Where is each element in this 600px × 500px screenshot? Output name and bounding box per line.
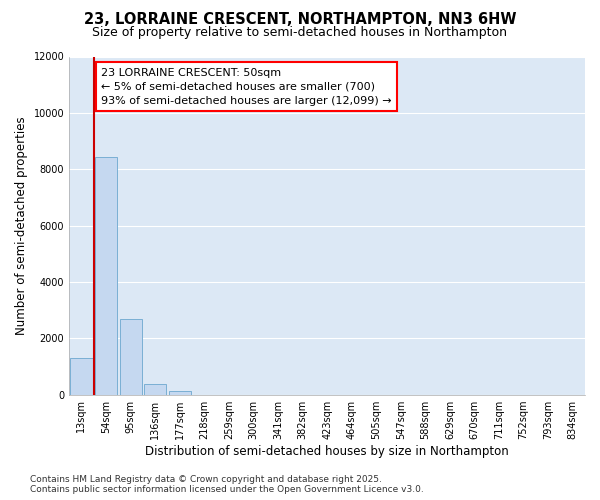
Bar — [169, 391, 191, 394]
Text: Size of property relative to semi-detached houses in Northampton: Size of property relative to semi-detach… — [92, 26, 508, 39]
Bar — [119, 319, 142, 394]
Text: Contains HM Land Registry data © Crown copyright and database right 2025.
Contai: Contains HM Land Registry data © Crown c… — [30, 474, 424, 494]
Text: 23, LORRAINE CRESCENT, NORTHAMPTON, NN3 6HW: 23, LORRAINE CRESCENT, NORTHAMPTON, NN3 … — [84, 12, 516, 28]
Text: 23 LORRAINE CRESCENT: 50sqm
← 5% of semi-detached houses are smaller (700)
93% o: 23 LORRAINE CRESCENT: 50sqm ← 5% of semi… — [101, 68, 392, 106]
X-axis label: Distribution of semi-detached houses by size in Northampton: Distribution of semi-detached houses by … — [145, 444, 509, 458]
Y-axis label: Number of semi-detached properties: Number of semi-detached properties — [15, 116, 28, 335]
Bar — [95, 156, 117, 394]
Bar — [144, 384, 166, 394]
Bar — [70, 358, 92, 395]
